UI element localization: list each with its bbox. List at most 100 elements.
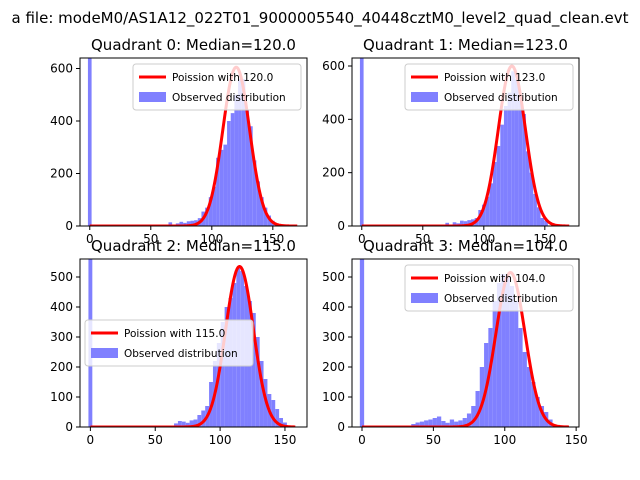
hist-bar xyxy=(419,421,425,427)
hist-bar xyxy=(174,423,178,427)
hist-bar xyxy=(251,313,256,427)
hist-bar xyxy=(536,207,541,226)
legend: Poission with 120.0 Observed distribution xyxy=(132,63,302,111)
legend-hist-label: Observed distribution xyxy=(444,293,558,305)
hist-bar xyxy=(514,301,519,427)
legend-hist-label: Observed distribution xyxy=(444,92,558,104)
hist-bar xyxy=(234,94,239,226)
hist-bar xyxy=(505,277,510,427)
axes-frame xyxy=(79,258,308,428)
x-tick-label: 50 xyxy=(148,433,163,447)
hist-bar xyxy=(460,220,464,226)
hist-bar xyxy=(467,220,471,226)
legend-box xyxy=(84,319,254,367)
hist-bar xyxy=(507,92,512,226)
hist-bar xyxy=(529,172,534,226)
y-tick-label: 300 xyxy=(50,330,73,344)
y-tick-label: 400 xyxy=(50,114,73,128)
y-tick-label: 0 xyxy=(65,420,73,434)
hist-bar xyxy=(463,221,468,226)
hist-bar xyxy=(539,406,545,427)
hist-bar xyxy=(185,422,190,427)
y-tick-label: 400 xyxy=(50,300,73,314)
hist-bar xyxy=(177,421,182,427)
y-tick-label: 300 xyxy=(322,330,345,344)
hist-bar xyxy=(540,218,545,226)
hist-bar xyxy=(514,79,519,226)
x-tick-label: 0 xyxy=(87,433,95,447)
hist-bar xyxy=(223,144,228,226)
hist-bar xyxy=(518,100,523,226)
legend-fit-label: Poission with 115.0 xyxy=(124,328,225,340)
y-tick-label: 0 xyxy=(65,219,73,233)
hist-bar xyxy=(458,420,463,427)
hist-bar xyxy=(181,421,186,427)
hist-bar xyxy=(471,406,476,427)
hist-bar xyxy=(241,79,246,226)
hist-bar xyxy=(445,222,450,226)
x-tick-label: 0 xyxy=(358,433,366,447)
hist-bar xyxy=(496,146,501,226)
hist-bar xyxy=(479,367,485,427)
axes-frame xyxy=(79,57,308,227)
y-tick-label: 200 xyxy=(50,360,73,374)
legend-box xyxy=(404,63,574,111)
hist-bar xyxy=(208,197,213,226)
x-tick-label: 100 xyxy=(209,433,232,447)
axes-frame xyxy=(351,258,580,428)
y-tick-label: 100 xyxy=(322,390,345,404)
x-tick-label: 150 xyxy=(533,232,556,246)
hist-bar xyxy=(238,79,242,226)
hist-bar-zero xyxy=(87,58,92,226)
hist-bar xyxy=(252,160,257,226)
y-tick-label: 100 xyxy=(50,390,73,404)
hist-bar xyxy=(522,352,527,427)
hist-bar xyxy=(481,204,486,226)
hist-bar xyxy=(256,181,261,226)
hist-bar xyxy=(522,114,526,226)
poisson-fit-line xyxy=(89,265,297,427)
x-tick-label: 0 xyxy=(358,232,366,246)
hist-bar xyxy=(186,221,191,226)
panel-title: Quadrant 2: Median=115.0 xyxy=(91,237,296,255)
hist-bar xyxy=(492,162,497,226)
hist-bar xyxy=(526,367,532,427)
quadrant-panel-2: 0 50 100 150 0 100 200 300 400 500 Quadrant 2: Med… xyxy=(50,237,308,447)
poisson-fit-line xyxy=(88,65,299,226)
x-tick-label: 50 xyxy=(143,232,158,246)
y-tick-label: 600 xyxy=(50,62,73,76)
quadrant-panel-1: 0 50 100 150 0 200 400 600 Quadrant 1: Median=12… xyxy=(322,36,580,246)
legend-hist-swatch xyxy=(411,293,438,303)
hist-bar xyxy=(466,413,472,427)
y-tick-label: 400 xyxy=(322,300,345,314)
hist-bar xyxy=(485,196,490,226)
hist-bar xyxy=(263,207,268,226)
hist-bar xyxy=(271,400,276,427)
panel-title: Quadrant 1: Median=123.0 xyxy=(363,36,568,54)
hist-bar xyxy=(501,274,506,427)
hist-bar xyxy=(201,410,206,427)
x-tick-label: 150 xyxy=(261,232,284,246)
x-tick-label: 100 xyxy=(200,232,223,246)
hist-bar xyxy=(436,416,442,427)
y-tick-label: 0 xyxy=(337,420,345,434)
hist-bar xyxy=(230,113,235,226)
legend-fit-label: Poission with 104.0 xyxy=(444,273,545,285)
legend-fit-label: Poission with 120.0 xyxy=(172,72,273,84)
hist-bar xyxy=(249,126,253,226)
hist-bar xyxy=(279,418,284,427)
hist-bar xyxy=(454,421,459,427)
x-tick-label: 150 xyxy=(565,433,588,447)
hist-bar xyxy=(275,409,280,427)
x-tick-label: 150 xyxy=(273,433,296,447)
legend: Poission with 123.0 Observed distribution xyxy=(404,63,574,111)
poisson-fit-line xyxy=(361,271,570,427)
x-tick-label: 100 xyxy=(472,232,495,246)
quadrant-panel-3: 0 50 100 150 0 100 200 300 400 500 Quadrant 3: Med… xyxy=(322,237,588,447)
legend: Poission with 104.0 Observed distribution xyxy=(404,264,574,312)
hist-bar xyxy=(193,419,198,427)
hist-bar xyxy=(452,222,457,226)
x-tick-label: 100 xyxy=(493,433,516,447)
legend-hist-label: Observed distribution xyxy=(172,92,286,104)
